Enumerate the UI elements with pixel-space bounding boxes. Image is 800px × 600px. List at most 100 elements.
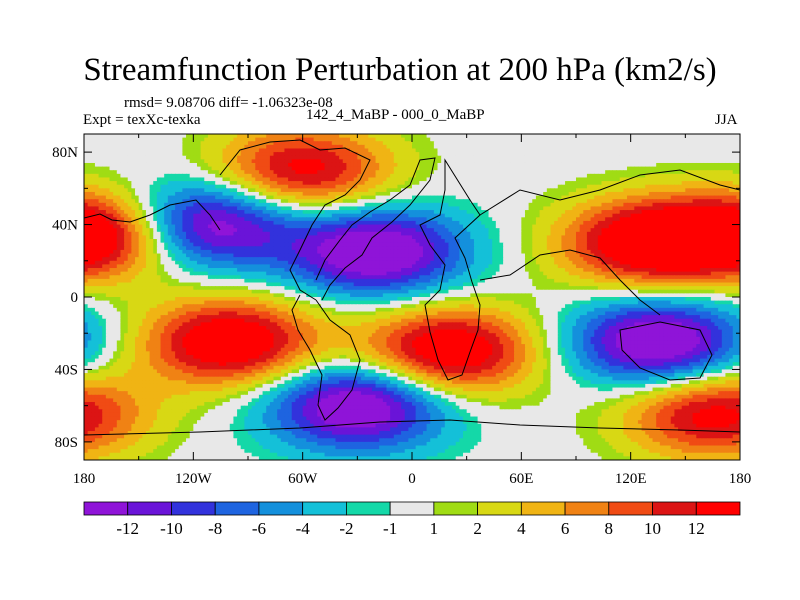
field-cell [379,162,384,168]
field-cell [732,206,737,211]
field-cell [437,206,442,211]
field-cell [189,173,194,179]
field-cell [601,152,606,157]
field-cell [641,177,646,182]
field-cell [484,191,490,197]
field-cell [342,181,347,186]
field-cell [135,220,140,226]
field-cell [215,166,220,171]
field-cell [386,137,391,142]
field-cell [554,141,559,146]
field-cell [685,220,690,226]
field-cell [102,188,107,193]
field-cell [255,195,260,200]
field-cell [692,181,697,186]
field-cell [685,159,690,164]
field-cell [182,195,187,200]
field-cell [514,206,519,211]
field-cell [670,202,675,208]
field-cell [619,170,624,175]
field-cell [590,144,595,150]
field-cell [484,155,490,160]
field-cell [211,173,216,179]
field-cell [331,155,337,160]
field-cell [331,217,337,222]
field-cell [222,159,227,164]
field-cell [244,134,249,139]
field-cell [375,213,380,218]
field-cell [528,144,533,150]
field-cell [218,137,224,142]
field-cell [375,162,380,168]
field-cell [186,195,191,200]
field-cell [488,224,493,229]
field-cell [532,162,537,168]
field-cell [113,184,118,189]
field-cell [328,217,333,222]
field-cell [692,144,697,150]
field-cell [524,228,530,233]
field-cell [153,184,158,189]
field-cell [127,137,132,142]
field-cell [277,141,282,146]
field-cell [517,199,522,204]
field-cell [546,152,552,157]
field-cell [364,191,369,197]
field-cell [721,213,727,218]
field-cell [674,159,679,164]
field-cell [309,155,315,160]
field-cell [729,137,734,142]
field-cell [670,210,675,215]
field-cell [477,152,482,157]
field-cell [189,195,194,200]
field-cell [539,199,544,204]
field-cell [211,134,216,139]
field-cell [667,166,672,171]
field-cell [678,191,683,197]
field-cell [674,188,679,193]
field-cell [685,181,690,186]
field-cell [186,181,191,186]
field-cell [725,195,730,200]
field-cell [415,173,420,179]
field-cell [328,152,333,157]
field-cell [131,162,136,168]
field-cell [135,159,140,164]
field-cell [524,181,530,186]
field-cell [532,228,537,233]
field-cell [499,159,504,164]
field-cell [248,141,253,146]
field-cell [645,162,650,168]
field-cell [288,148,293,153]
field-cell [535,220,541,226]
field-cell [565,134,570,139]
field-cell [196,199,202,204]
field-cell [721,141,727,146]
field-cell [207,191,213,197]
field-cell [586,206,592,211]
field-cell [237,177,242,182]
field-cell [371,199,377,204]
field-cell [543,228,548,233]
field-cell [594,148,599,153]
field-cell [437,134,442,139]
field-cell [371,220,377,226]
field-cell [630,144,635,150]
field-cell [186,188,191,193]
field-cell [142,195,147,200]
field-cell [222,170,227,175]
field-cell [218,220,224,226]
field-cell [532,217,537,222]
field-cell [670,166,675,171]
field-cell [360,162,366,168]
field-cell [539,170,544,175]
field-cell [718,170,723,175]
field-cell [656,184,661,189]
field-cell [565,177,570,182]
field-cell [441,155,446,160]
field-cell [605,228,610,233]
field-cell [313,162,318,168]
field-cell [277,177,282,182]
field-cell [583,202,588,208]
field-cell [295,188,300,193]
